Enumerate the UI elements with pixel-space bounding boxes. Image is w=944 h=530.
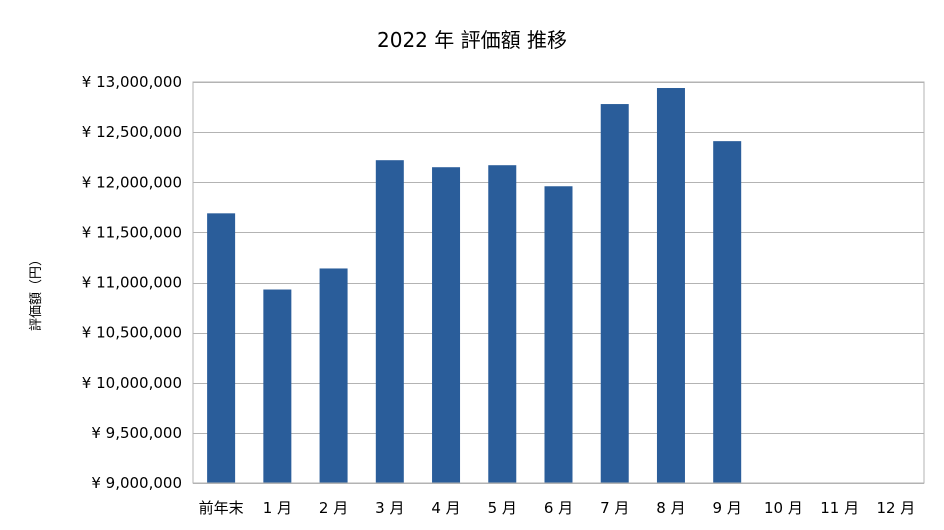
bar xyxy=(544,186,573,483)
chart-title: 2022 年 評価額 推移 xyxy=(377,28,567,52)
y-tick-labels: ¥ 9,000,000 ¥ 9,500,000 ¥ 10,000,000 ¥ 10,5… xyxy=(82,73,182,492)
bars xyxy=(207,88,742,484)
x-tick-label: 2 月 xyxy=(319,499,348,517)
x-tick-label: 5 月 xyxy=(488,499,517,517)
x-tick-label: 12 月 xyxy=(876,499,915,517)
bar xyxy=(600,104,629,484)
x-tick-label: 10 月 xyxy=(764,499,803,517)
x-tick-label: 6 月 xyxy=(544,499,573,517)
y-tick-label: ¥ 9,500,000 xyxy=(91,424,182,442)
y-tick-label: ¥ 9,000,000 xyxy=(91,474,182,492)
bar xyxy=(488,165,517,483)
y-tick-label: ¥ 12,500,000 xyxy=(82,123,182,141)
y-tick-label: ¥ 12,000,000 xyxy=(82,173,182,191)
y-tick-label: ¥ 13,000,000 xyxy=(82,73,182,91)
x-tick-label: 9 月 xyxy=(713,499,742,517)
bar xyxy=(263,289,292,483)
plot-area-frame xyxy=(192,81,925,484)
y-tick-label: ¥ 11,500,000 xyxy=(82,223,182,241)
bar xyxy=(207,213,236,483)
x-tick-label: 3 月 xyxy=(375,499,404,517)
x-tick-label: 7 月 xyxy=(600,499,629,517)
x-tick-label: 前年末 xyxy=(199,499,244,517)
x-tick-label: 11 月 xyxy=(820,499,859,517)
x-tick-label: 1 月 xyxy=(263,499,292,517)
bar xyxy=(319,268,348,483)
y-axis-label: 評価額（円） xyxy=(29,253,44,331)
bar xyxy=(375,160,404,483)
x-tick-label: 4 月 xyxy=(431,499,460,517)
y-tick-label: ¥ 10,500,000 xyxy=(82,324,182,342)
x-tick-label: 8 月 xyxy=(656,499,685,517)
x-tick-labels: 前年末 1 月 2 月 3 月 4 月 5 月 6 月 7 月 8 月 9 月 10 月 11 月 12… xyxy=(199,499,916,517)
y-tick-label: ¥ 11,000,000 xyxy=(82,274,182,292)
bar xyxy=(432,167,461,483)
bar xyxy=(656,88,685,483)
bar xyxy=(713,141,742,483)
y-tick-label: ¥ 10,000,000 xyxy=(82,374,182,392)
